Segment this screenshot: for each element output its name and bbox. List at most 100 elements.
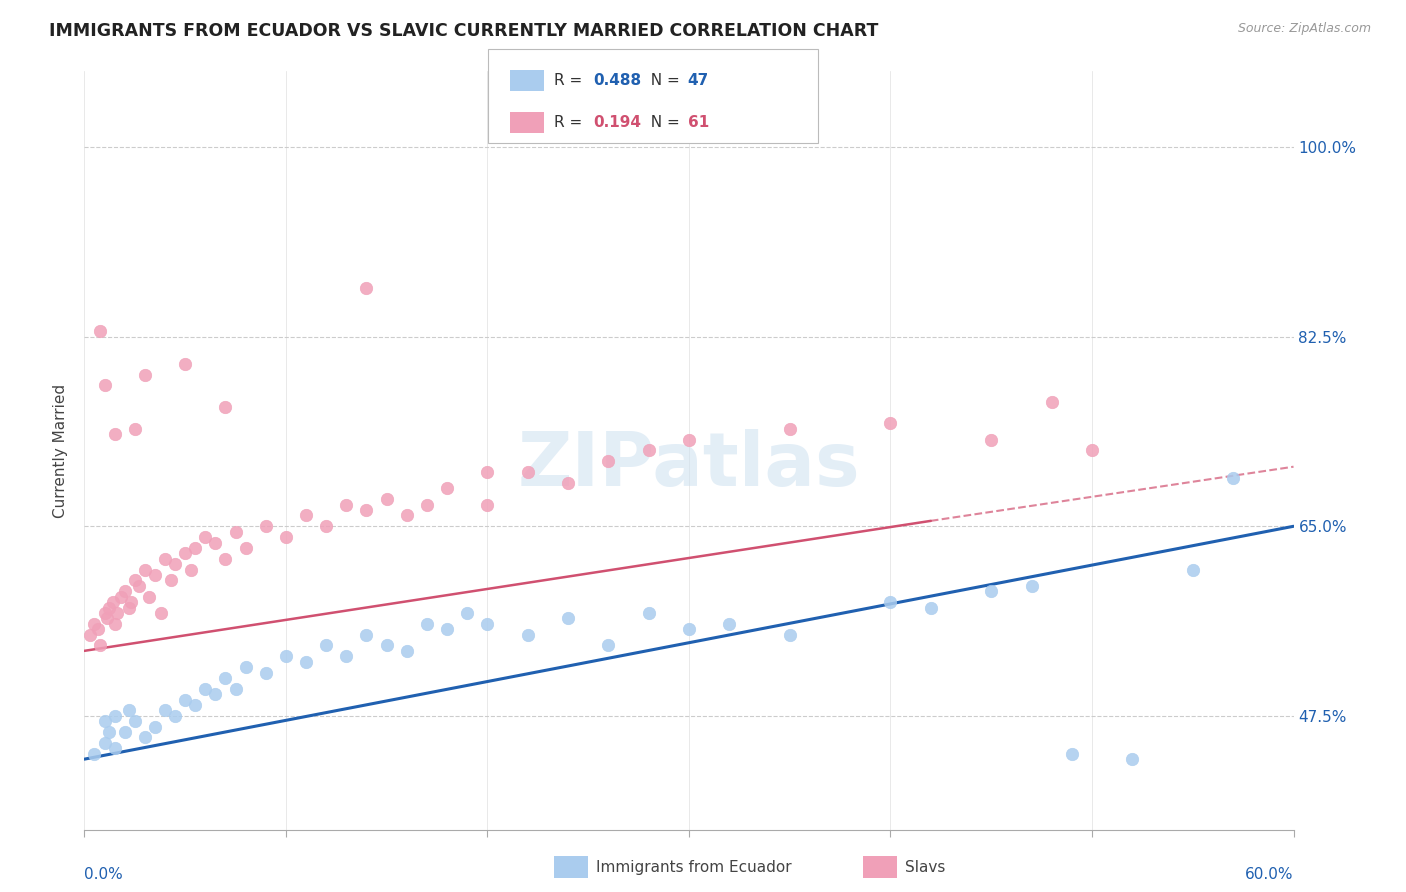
Text: 0.488: 0.488 [593,73,641,87]
Point [174,546,197,560]
Text: R =: R = [554,73,592,87]
Point [97,725,120,739]
Point [436,622,458,636]
Point [235,541,257,555]
Y-axis label: Currently Married: Currently Married [53,384,69,517]
Point [678,433,700,447]
Point [134,368,156,382]
Point [225,524,247,539]
Point [214,671,236,685]
Point [89,639,111,653]
Point [93,736,115,750]
Text: 0.0%: 0.0% [84,868,124,882]
Point [879,595,901,609]
Point [184,541,207,555]
Point [356,503,378,517]
Point [477,498,499,512]
Point [557,611,579,625]
Point [118,600,141,615]
Point [104,427,127,442]
Point [143,720,166,734]
Point [718,616,741,631]
Point [516,465,538,479]
Point [477,616,499,631]
Point [204,687,226,701]
Point [678,622,700,636]
Point [416,498,439,512]
Point [879,417,901,431]
Point [1222,470,1244,484]
Point [174,357,197,371]
Point [93,606,115,620]
Point [114,725,136,739]
Point [101,595,124,609]
Point [96,611,118,625]
Point [335,649,357,664]
Point [194,681,217,696]
Point [1081,443,1104,458]
Point [204,535,226,549]
Text: Immigrants from Ecuador: Immigrants from Ecuador [596,860,792,874]
Point [104,709,127,723]
Text: Source: ZipAtlas.com: Source: ZipAtlas.com [1237,22,1371,36]
Point [980,433,1002,447]
Point [1021,579,1043,593]
Point [395,508,418,523]
Text: IMMIGRANTS FROM ECUADOR VS SLAVIC CURRENTLY MARRIED CORRELATION CHART: IMMIGRANTS FROM ECUADOR VS SLAVIC CURREN… [49,22,879,40]
Point [598,639,620,653]
Point [87,622,110,636]
Point [114,584,136,599]
Point [184,698,207,712]
Point [779,422,801,436]
Point [160,574,183,588]
Text: ZIPatlas: ZIPatlas [517,429,860,502]
Point [214,400,236,414]
Point [214,551,236,566]
Text: N =: N = [641,115,685,129]
Text: N =: N = [641,73,685,87]
Point [1040,394,1063,409]
Point [174,692,197,706]
Point [1121,752,1143,766]
Point [395,644,418,658]
Point [153,703,176,717]
Point [254,519,277,533]
Point [315,519,337,533]
Point [104,616,127,631]
Point [134,731,156,745]
Point [124,714,146,729]
Point [980,584,1002,599]
Point [456,606,478,620]
Point [120,595,142,609]
Point [637,443,659,458]
Point [105,606,128,620]
Text: R =: R = [554,115,592,129]
Point [436,482,458,496]
Point [637,606,659,620]
Point [779,627,801,641]
Point [153,551,176,566]
Point [416,616,439,631]
Point [295,655,318,669]
Point [124,574,146,588]
Point [235,660,257,674]
Point [375,639,398,653]
Point [274,649,297,664]
Point [110,590,132,604]
Point [516,627,538,641]
Point [356,281,378,295]
Point [295,508,318,523]
Point [254,665,277,680]
Point [1181,563,1204,577]
Point [375,492,398,507]
Point [124,422,146,436]
Point [920,600,942,615]
Text: 47: 47 [688,73,709,87]
Point [93,714,115,729]
Point [477,465,499,479]
Point [104,741,127,756]
Point [165,557,187,572]
Text: 0.194: 0.194 [593,115,641,129]
Point [557,475,579,490]
Point [93,378,115,392]
